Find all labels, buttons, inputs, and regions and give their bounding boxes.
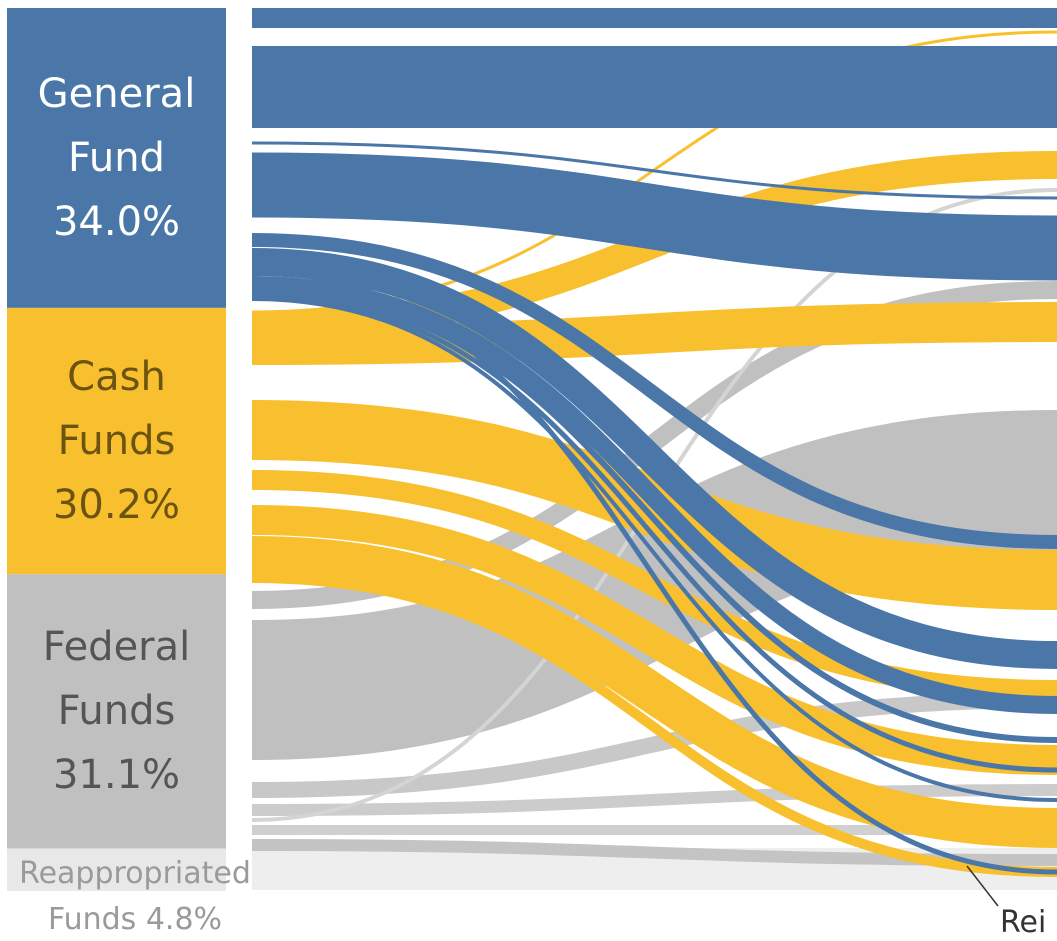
- node: [7, 848, 226, 891]
- flow: [251, 297, 1057, 802]
- flow: [251, 141, 1057, 200]
- node-label: General Fund 34.0%: [7, 62, 226, 254]
- flow: [251, 573, 1057, 877]
- node-name: Cash Funds: [57, 354, 176, 465]
- node: [7, 8, 226, 308]
- node: [7, 307, 226, 575]
- leader-line: [966, 865, 999, 907]
- flow-bands: [251, 7, 1057, 890]
- node-percent: 31.1%: [52, 752, 181, 799]
- node-name: Reappropriated Funds: [19, 855, 251, 937]
- node-name: General Fund: [37, 70, 196, 181]
- node-name: Federal Funds: [42, 624, 191, 735]
- flow: [251, 289, 1057, 743]
- flow: [251, 505, 1057, 775]
- flow: [251, 269, 1057, 875]
- node-percent: 4.8%: [145, 901, 223, 937]
- flow: [251, 536, 1057, 848]
- flow: [251, 302, 1057, 365]
- node-label: Reappropriated Funds 4.8%: [0, 851, 270, 941]
- flow: [251, 784, 1057, 816]
- node: [7, 574, 226, 849]
- node-percent: 30.2%: [52, 482, 181, 529]
- node-label: Federal Funds 31.1%: [7, 615, 226, 807]
- flow: [251, 233, 1057, 549]
- flow: [251, 248, 1057, 669]
- target-label: Rei: [1000, 905, 1047, 940]
- node-label: Cash Funds 30.2%: [7, 345, 226, 537]
- flow: [251, 293, 1057, 773]
- flow: [251, 152, 1057, 281]
- node-percent: 34.0%: [52, 198, 181, 245]
